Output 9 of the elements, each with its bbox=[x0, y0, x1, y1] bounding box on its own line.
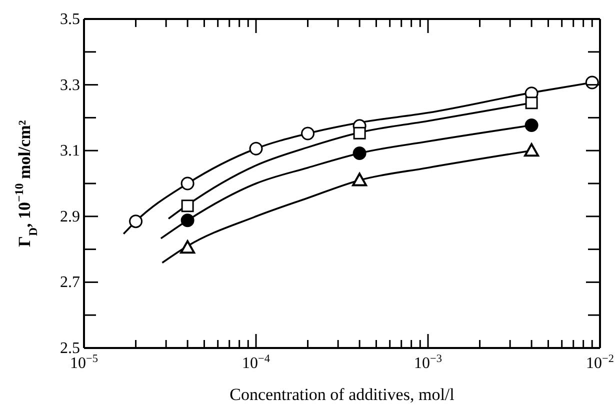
y-tick-label: 3.5 bbox=[60, 11, 80, 28]
x-tick-label: 10$^{−3}$ bbox=[414, 353, 442, 372]
x-tick-label: 10$^{−2}$ bbox=[586, 353, 614, 372]
y-tick-label: 2.9 bbox=[60, 208, 80, 226]
x-axis-title: Concentration of additives, mol/l bbox=[230, 385, 455, 404]
y-tick-label: 3.3 bbox=[60, 76, 80, 94]
x-tick-label: 10$^{−4}$ bbox=[242, 353, 270, 372]
y-tick-label: 2.7 bbox=[60, 274, 80, 292]
y-tick-label: 3.1 bbox=[60, 142, 80, 160]
